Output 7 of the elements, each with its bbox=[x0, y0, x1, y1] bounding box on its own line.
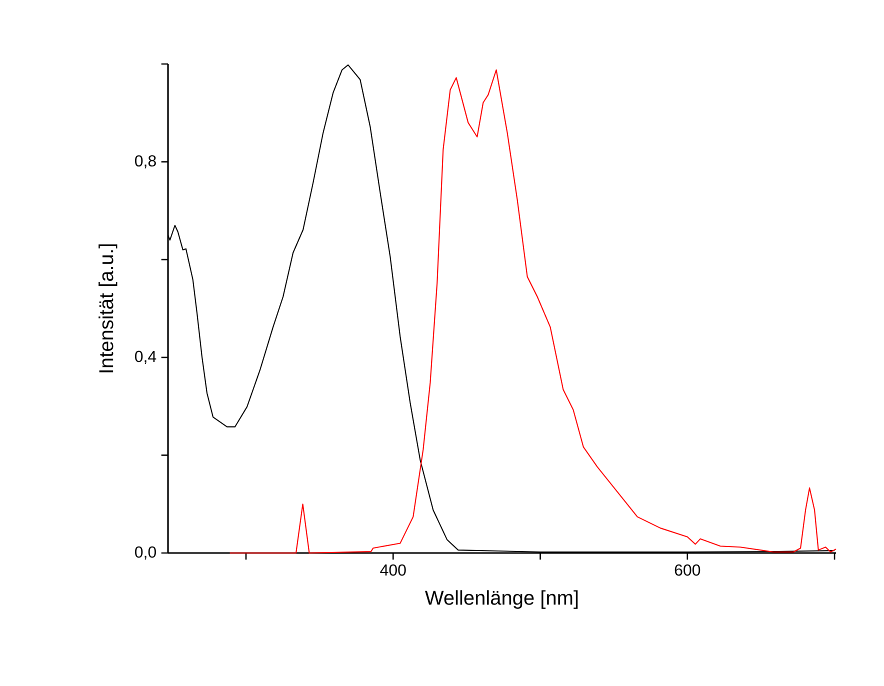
y-tick-label: 0,8 bbox=[135, 155, 156, 168]
y-tick-label: 0,0 bbox=[135, 546, 156, 560]
y-tick-label: 0,4 bbox=[135, 350, 156, 364]
x-axis-title: Wellenlänge [nm] bbox=[425, 590, 578, 609]
x-tick-label: 400 bbox=[380, 564, 406, 576]
x-tick-label: 600 bbox=[674, 564, 700, 576]
y-axis-title: Intensität [a.u.] bbox=[98, 244, 118, 372]
